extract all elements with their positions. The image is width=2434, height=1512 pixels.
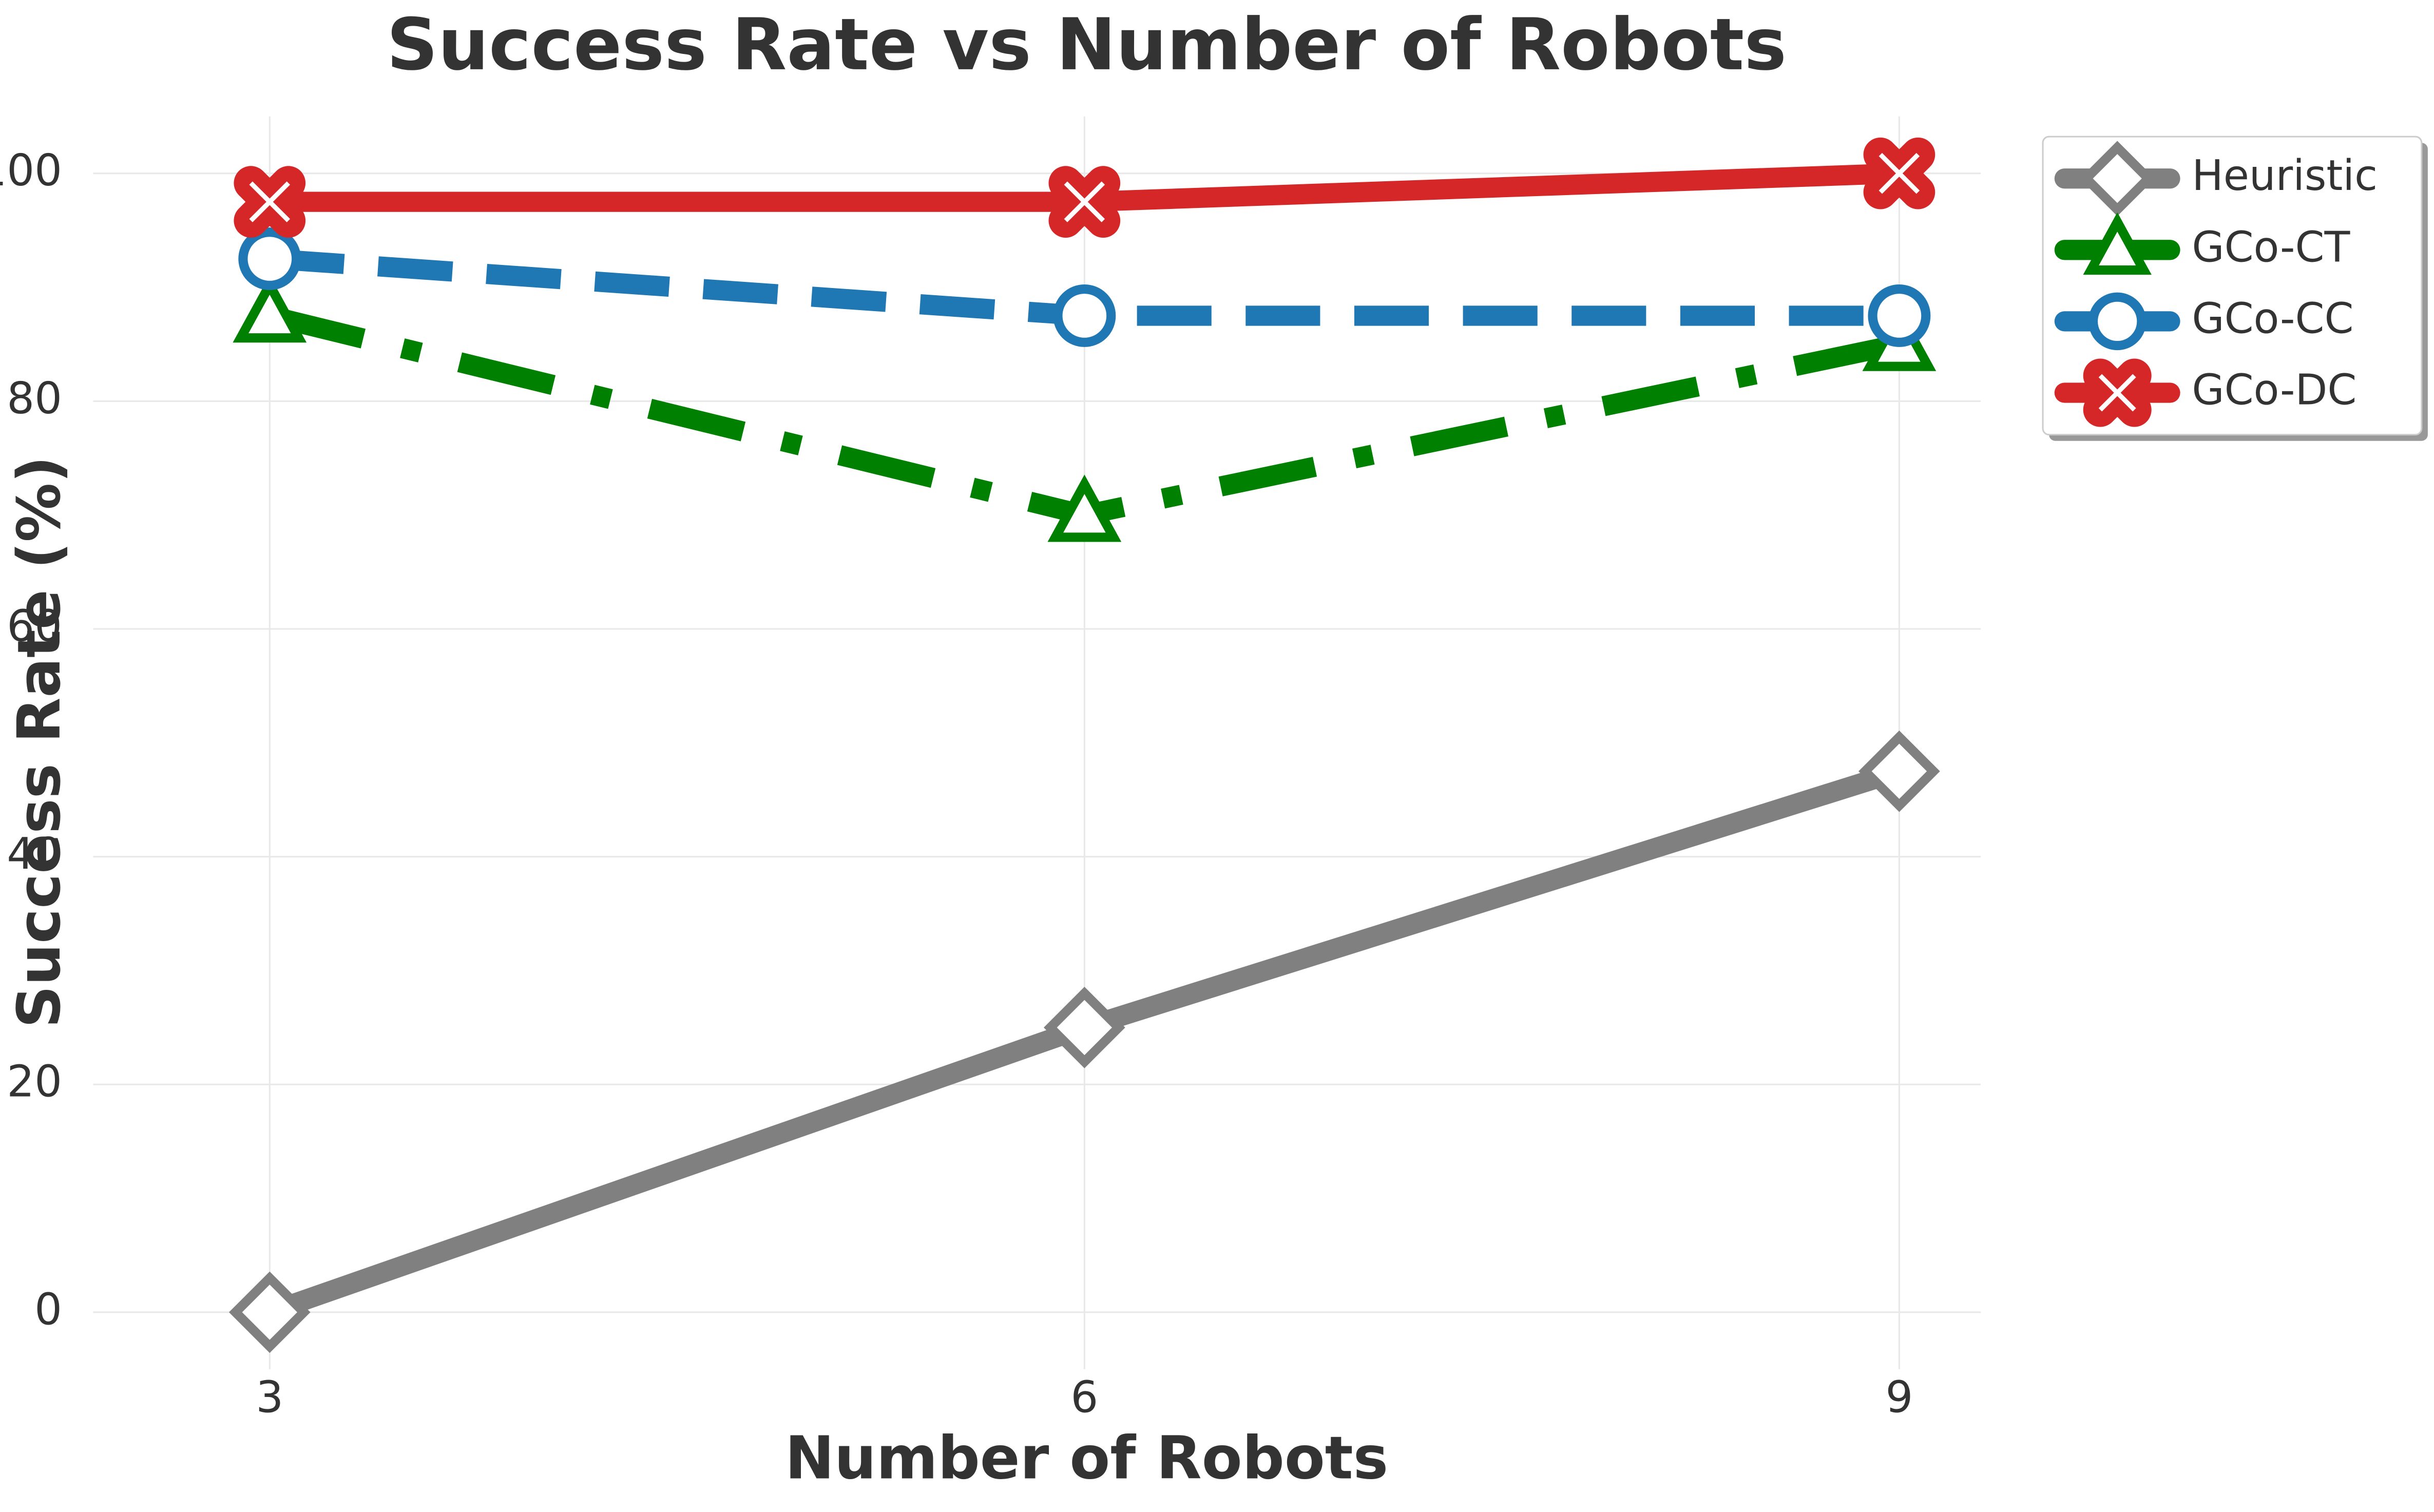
y-tick-label: 60 — [7, 600, 62, 651]
marker — [1863, 137, 1935, 209]
legend-label: GCo-CT — [2192, 223, 2350, 272]
marker — [1043, 987, 1125, 1068]
chart-title: Success Rate vs Number of Robots — [387, 3, 1787, 86]
legend-label: Heuristic — [2192, 151, 2378, 200]
marker — [233, 275, 307, 343]
y-tick-label: 40 — [7, 828, 62, 879]
y-tick-label: 0 — [34, 1284, 62, 1334]
legend-label: GCo-CC — [2192, 294, 2353, 343]
marker-x-inner — [1879, 152, 1920, 194]
marker-x-inner — [249, 181, 291, 222]
marker — [238, 227, 301, 291]
marker — [2083, 358, 2152, 427]
grid: 0 20 40 60 80 100 3 6 9 — [0, 116, 1981, 1423]
marker — [1868, 284, 1931, 347]
plot-area — [228, 137, 1940, 1353]
x-tick-label: 9 — [1885, 1372, 1913, 1423]
legend: Heuristic GCo-CT GCo-CC GCo-DC — [2042, 136, 2428, 441]
marker-x-inner — [1064, 181, 1105, 222]
marker — [2088, 292, 2146, 351]
y-axis-label: Success Rate (%) — [5, 456, 74, 1028]
y-tick-label: 20 — [7, 1056, 62, 1107]
marker — [1048, 166, 1121, 238]
marker — [1053, 284, 1116, 347]
marker-x-inner — [2098, 374, 2136, 412]
marker — [1047, 474, 1122, 542]
marker — [2079, 141, 2155, 217]
x-axis-label: Number of Robots — [785, 1424, 1388, 1492]
y-tick-label: 80 — [7, 373, 62, 424]
x-tick-label: 3 — [256, 1372, 283, 1423]
x-tick-label: 6 — [1070, 1372, 1098, 1423]
marker — [2083, 212, 2152, 275]
legend-label: GCo-DC — [2192, 366, 2356, 414]
y-tick-label: 100 — [0, 145, 62, 196]
marker — [234, 166, 306, 238]
marker — [1858, 730, 1940, 812]
marker — [228, 1271, 311, 1353]
